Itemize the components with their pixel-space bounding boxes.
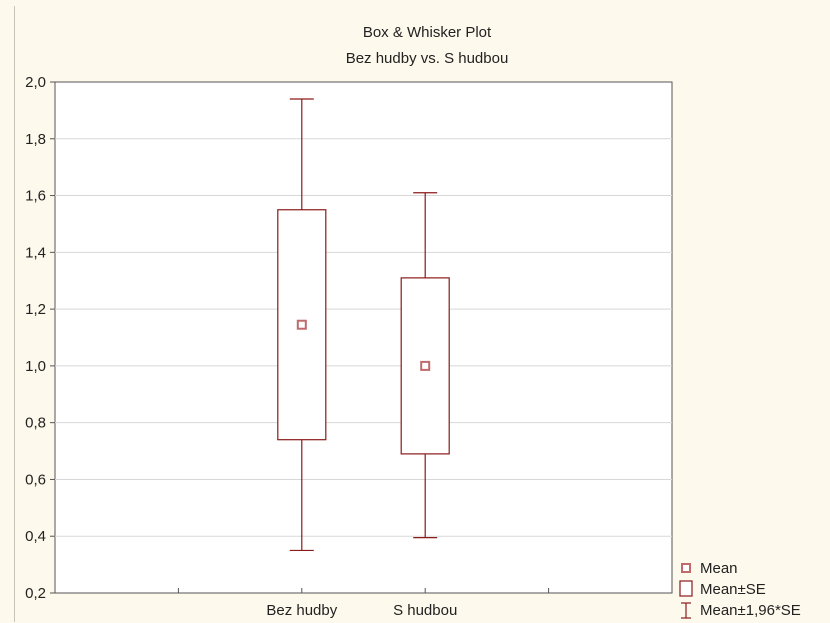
y-tick-label: 0,6 — [25, 471, 46, 488]
mean-marker — [296, 319, 307, 330]
y-tick-label: 0,2 — [25, 585, 46, 602]
legend-label-mean: Mean — [700, 560, 738, 577]
y-axis: 0,2 0,4 0,6 0,8 1,0 1,2 1,4 1,6 1,8 2,0 — [25, 74, 55, 602]
y-tick-label: 2,0 — [25, 74, 46, 91]
y-tick-label: 0,8 — [25, 415, 46, 432]
grid-lines — [55, 138, 672, 537]
page-border — [14, 6, 830, 622]
y-tick-label: 1,0 — [25, 358, 46, 375]
y-tick-label: 1,2 — [25, 301, 46, 318]
x-tick-label: Bez hudby — [266, 602, 337, 619]
plot-area — [54, 81, 673, 594]
x-axis: Bez hudby S hudbou — [177, 588, 550, 619]
x-tick-label: S hudbou — [393, 602, 457, 619]
chart-title: Box & Whisker Plot — [363, 24, 492, 41]
box-group-0 — [277, 98, 327, 552]
boxes — [277, 98, 450, 552]
y-tick-label: 1,6 — [25, 188, 46, 205]
legend-label-se: Mean±SE — [700, 581, 766, 598]
mean-marker — [420, 360, 431, 371]
legend: Mean Mean±SE Mean±1,96*SE — [679, 560, 801, 619]
chart-subtitle: Bez hudby vs. S hudbou — [346, 50, 509, 67]
legend-se-box — [679, 580, 693, 597]
y-tick-label: 1,4 — [25, 244, 46, 261]
legend-mean-marker — [681, 563, 691, 573]
box-group-1 — [400, 192, 450, 539]
legend-label-ci: Mean±1,96*SE — [700, 602, 801, 619]
y-tick-label: 0,4 — [25, 528, 46, 545]
y-tick-label: 1,8 — [25, 131, 46, 148]
